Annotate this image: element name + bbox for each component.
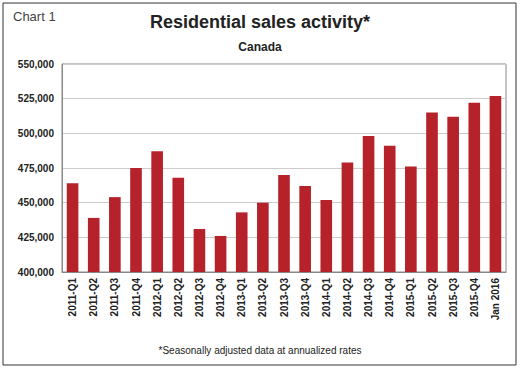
- svg-text:2014-Q4: 2014-Q4: [384, 278, 395, 317]
- svg-text:2012-Q2: 2012-Q2: [173, 278, 184, 317]
- svg-text:2011-Q4: 2011-Q4: [131, 278, 142, 317]
- svg-text:Jan 2016: Jan 2016: [490, 278, 501, 321]
- svg-text:2013-Q4: 2013-Q4: [300, 278, 311, 317]
- svg-text:400,000: 400,000: [18, 267, 55, 278]
- svg-text:2012-Q3: 2012-Q3: [194, 278, 205, 317]
- svg-text:475,000: 475,000: [18, 163, 55, 174]
- svg-text:Chart 1: Chart 1: [13, 9, 56, 24]
- svg-text:2013-Q3: 2013-Q3: [279, 278, 290, 317]
- svg-text:2014-Q3: 2014-Q3: [363, 278, 374, 317]
- svg-text:2012-Q4: 2012-Q4: [215, 278, 226, 317]
- svg-text:Residential sales activity*: Residential sales activity*: [150, 12, 370, 32]
- svg-text:2011-Q2: 2011-Q2: [88, 278, 99, 317]
- svg-text:450,000: 450,000: [18, 197, 55, 208]
- svg-text:Canada: Canada: [238, 40, 282, 54]
- svg-text:2013-Q1: 2013-Q1: [236, 278, 247, 317]
- svg-text:2012-Q1: 2012-Q1: [152, 278, 163, 317]
- svg-text:550,000: 550,000: [18, 59, 55, 70]
- svg-text:2015-Q1: 2015-Q1: [405, 278, 416, 317]
- svg-text:*Seasonally adjusted data at a: *Seasonally adjusted data at annualized …: [159, 345, 362, 356]
- svg-text:2011-Q3: 2011-Q3: [109, 278, 120, 317]
- svg-text:500,000: 500,000: [18, 128, 55, 139]
- svg-text:525,000: 525,000: [18, 93, 55, 104]
- svg-text:2015-Q2: 2015-Q2: [427, 278, 438, 317]
- svg-text:2011-Q1: 2011-Q1: [67, 278, 78, 317]
- svg-text:2015-Q4: 2015-Q4: [469, 278, 480, 317]
- svg-text:2013-Q2: 2013-Q2: [257, 278, 268, 317]
- svg-text:2014-Q1: 2014-Q1: [321, 278, 332, 317]
- svg-text:425,000: 425,000: [18, 232, 55, 243]
- svg-text:2015-Q3: 2015-Q3: [448, 278, 459, 317]
- svg-text:2014-Q2: 2014-Q2: [342, 278, 353, 317]
